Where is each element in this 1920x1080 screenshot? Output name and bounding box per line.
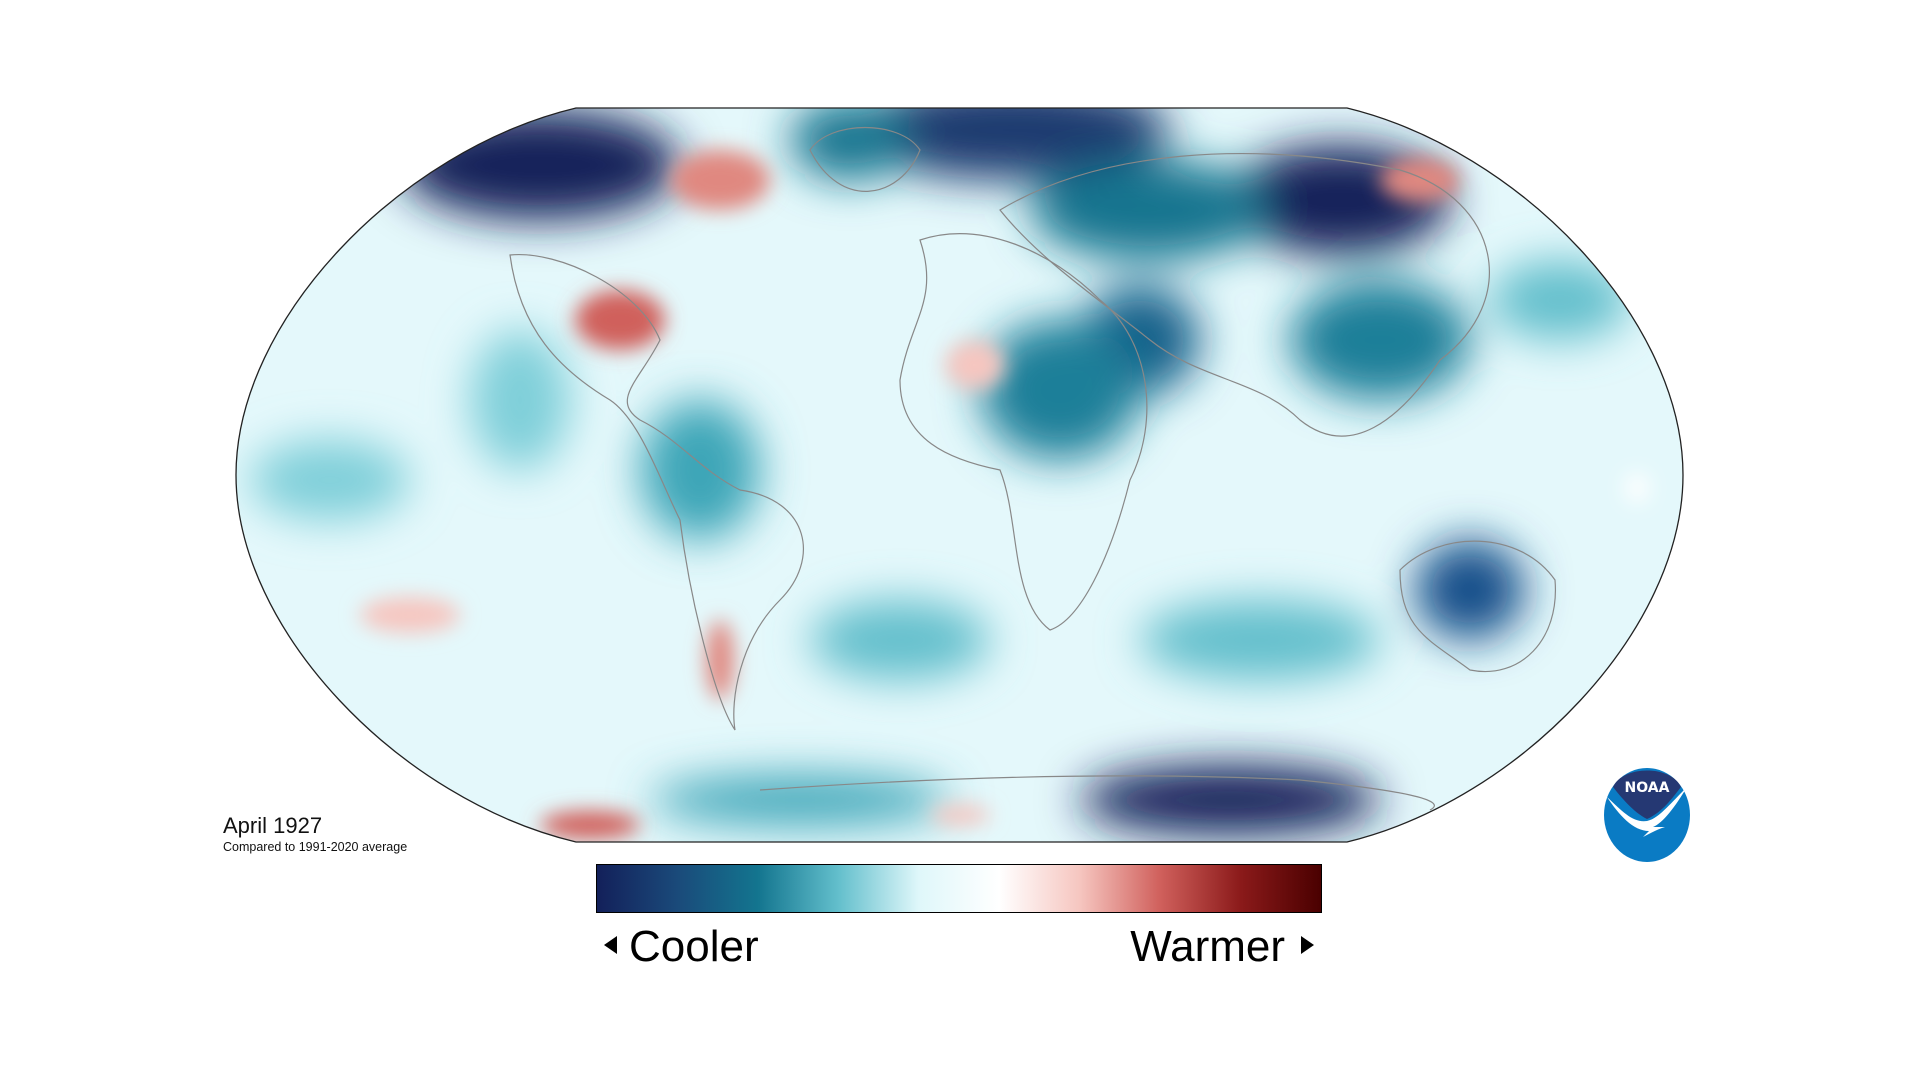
noaa-logo: NOAA [1604,768,1690,862]
left-arrow-icon [604,936,617,955]
anomaly-field [236,108,1683,842]
map-title: April 1927 [223,813,323,838]
color-scale-bar [596,864,1322,913]
noaa-logo-text: NOAA [1625,780,1670,796]
cooler-legend: Cooler [604,920,759,974]
warmer-legend: Warmer [1130,920,1314,974]
right-arrow-icon [1301,936,1314,955]
map-subtitle: Compared to 1991-2020 average [223,840,408,854]
cooler-label: Cooler [629,922,759,971]
warmer-label: Warmer [1130,922,1285,971]
continent-outlines [509,126,1556,811]
